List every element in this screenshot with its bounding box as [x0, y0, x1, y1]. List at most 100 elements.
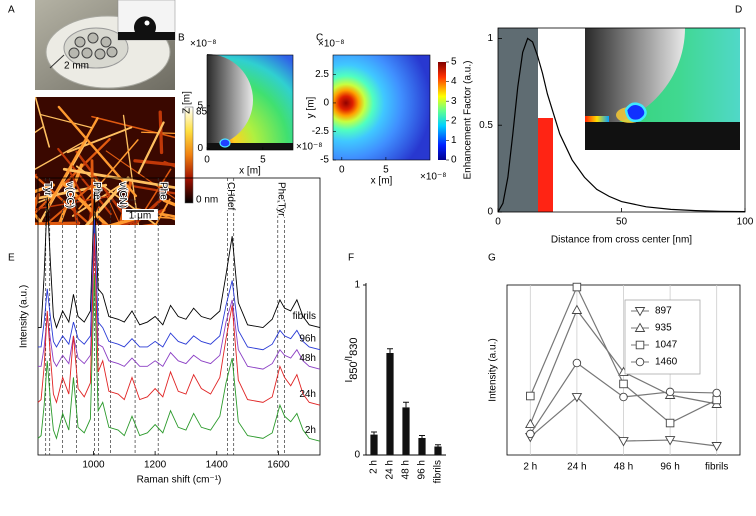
x-tick-label: 96 h — [417, 460, 428, 479]
marker — [526, 429, 535, 439]
marker — [711, 442, 722, 452]
legend-label: 1047 — [655, 340, 678, 351]
x-tick-label: fibrils — [705, 462, 728, 473]
x-exponent: ×10⁻⁸ — [296, 142, 322, 153]
x-tick-label: 1400 — [206, 460, 229, 471]
y-tick-label: 0 — [323, 98, 329, 109]
marker — [619, 379, 628, 389]
annotation-label: Phe — [91, 182, 102, 200]
y-exponent: ×10⁻⁸ — [190, 39, 216, 50]
marker — [664, 436, 676, 446]
y-axis-label-part: /I — [344, 356, 355, 362]
marker — [572, 282, 582, 292]
marker — [634, 307, 646, 317]
x-tick-label: 1600 — [267, 460, 290, 471]
bar — [402, 407, 410, 455]
fiber — [90, 159, 95, 225]
fiber — [122, 114, 140, 225]
x-exponent: ×10⁻⁸ — [420, 172, 446, 183]
fiber — [43, 182, 96, 225]
panel-letter: C — [316, 33, 323, 44]
y-tick-label: 0 — [354, 450, 360, 461]
marker — [619, 392, 628, 402]
bar — [434, 446, 442, 455]
series-label: 2h — [305, 425, 316, 436]
fiber — [154, 198, 171, 225]
y-axis-label: Intensity (a.u.) — [488, 338, 499, 401]
error-bar — [387, 348, 393, 353]
annotation-label: ν(CN) — [117, 182, 128, 208]
x-tick-label: fibrils — [433, 460, 444, 483]
annotation-label: ν(CC) — [64, 182, 75, 208]
x-tick-label: 0 — [339, 165, 345, 176]
colorbar-tick-label: 4 — [451, 76, 457, 87]
annotation-label: Tyr — [42, 182, 53, 197]
x-tick-label: 100 — [737, 217, 754, 228]
colorbar-tick-label: 1 — [451, 135, 457, 146]
field-colorbar — [438, 62, 446, 160]
y-tick-label: 0.5 — [479, 120, 493, 131]
fibers — [35, 97, 175, 225]
fiber — [35, 195, 114, 210]
x-tick-label: 48 h — [614, 462, 633, 473]
x-tick-label: 1000 — [82, 460, 105, 471]
fiber — [140, 131, 175, 134]
fiber — [35, 139, 88, 170]
error-bar — [403, 401, 409, 408]
y-tick-label: -5 — [320, 155, 329, 166]
series-line — [37, 233, 321, 406]
fiber — [118, 177, 134, 225]
fiber — [163, 160, 175, 168]
fiber-region — [498, 28, 538, 212]
axes-frame — [206, 54, 294, 151]
fiber — [130, 194, 166, 225]
x-tick-label: 5 — [260, 155, 266, 166]
x-tick-label: 1200 — [144, 460, 167, 471]
y-tick-label: -2.5 — [312, 126, 330, 137]
height-colorbar — [184, 106, 194, 204]
series-line — [497, 37, 746, 213]
hotspot — [219, 138, 231, 148]
y-axis-label-part: I — [344, 380, 355, 383]
colorbar-tick-label: 2 — [451, 115, 457, 126]
marker — [571, 393, 583, 403]
error-bar — [419, 434, 425, 438]
fiber — [35, 189, 71, 205]
fiber — [137, 121, 165, 175]
scale-bar-box — [122, 209, 158, 220]
x-axis-label: Raman shift (cm⁻¹) — [137, 475, 222, 486]
y-axis-label: I850/I830 — [344, 337, 360, 382]
marker — [635, 340, 645, 350]
fiber — [46, 117, 99, 209]
fiber — [133, 185, 175, 195]
y-axis-label: Enhancement Factor (a.u.) — [463, 61, 474, 180]
scale-bar-label: 1 μm — [129, 211, 151, 222]
x-tick-label: 24 h — [385, 460, 396, 479]
fiber — [57, 163, 84, 225]
fiber — [75, 165, 158, 225]
series-label: 48h — [299, 353, 316, 364]
y-tick-label: 1 — [354, 280, 360, 291]
panel-letter: F — [348, 253, 354, 264]
x-tick-label: 24 h — [567, 462, 586, 473]
x-axis-label: x [m] — [371, 176, 393, 187]
legend-label: 897 — [655, 306, 672, 317]
marker — [571, 304, 583, 314]
y-tick-label: 5 — [197, 101, 203, 112]
series-line — [38, 219, 321, 351]
fiber — [35, 183, 55, 194]
colorbar-tick-label: 5 — [451, 57, 457, 68]
scale-label: 2 mm — [64, 61, 89, 72]
y-axis-label-part: 830 — [348, 337, 360, 355]
series-line — [37, 274, 321, 442]
marker — [635, 357, 645, 367]
holes — [68, 32, 118, 60]
annotation-label: Phe — [158, 182, 169, 200]
fiber — [61, 181, 110, 225]
x-tick-label: 96 h — [660, 462, 679, 473]
marker — [526, 391, 535, 401]
series-line — [38, 238, 321, 370]
y-tick-label: 1 — [487, 33, 493, 44]
bar — [386, 353, 394, 455]
